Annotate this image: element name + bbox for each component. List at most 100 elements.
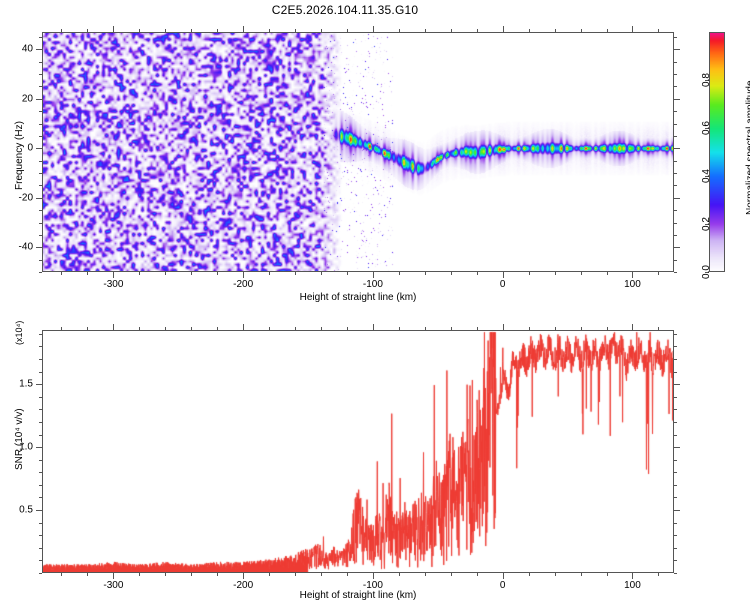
tick-minor-y (39, 272, 42, 273)
tick-major-x (372, 26, 374, 32)
tick-minor-x (165, 272, 167, 275)
tick-major-y (36, 447, 42, 449)
tick-major-y (674, 148, 680, 150)
tick-minor-y (674, 61, 677, 63)
tick-minor-y (674, 210, 677, 212)
colorbar-tick-label: 0.8 (701, 73, 712, 87)
tick-minor-y (39, 61, 42, 63)
tick-major-y (674, 247, 680, 249)
tick-minor-y (674, 472, 677, 474)
tick-minor-y (39, 135, 42, 137)
snr-exponent-label: (x10⁴) (14, 320, 24, 345)
tick-minor-y (39, 547, 42, 549)
spectrogram-xaxis-title: Height of straight line (km) (299, 292, 417, 303)
tick-minor-y (674, 346, 677, 348)
tick-minor-y (674, 36, 677, 38)
tick-minor-y (39, 371, 42, 373)
tick-minor-y (39, 86, 42, 88)
tick-major-x (113, 272, 115, 278)
tick-major-x (502, 26, 504, 32)
colorbar-tick-label: 0.0 (701, 265, 712, 279)
ytick-label: 20 (21, 93, 33, 105)
tick-minor-y (674, 358, 677, 360)
tick-minor-y (674, 396, 677, 398)
tick-minor-x (346, 327, 348, 330)
colorbar-tick-label: 0.6 (701, 121, 712, 135)
tick-minor-x (139, 272, 141, 275)
tick-minor-x (398, 272, 400, 275)
tick-minor-x (87, 573, 89, 576)
spectrogram-yaxis-title: Frequency (Hz) (14, 121, 25, 190)
tick-minor-y (674, 434, 677, 436)
tick-minor-x (139, 29, 141, 32)
tick-minor-x (450, 327, 452, 330)
spectrogram-plot-area (43, 33, 673, 271)
tick-minor-x (321, 29, 322, 32)
tick-minor-y (39, 573, 42, 574)
xtick-label: -300 (103, 580, 124, 591)
tick-minor-x (87, 29, 89, 32)
tick-minor-x (398, 29, 400, 32)
tick-major-x (243, 26, 245, 32)
tick-minor-y (674, 573, 677, 574)
tick-major-y (36, 384, 42, 386)
colorbar-tick (705, 80, 709, 81)
tick-minor-y (674, 333, 677, 335)
tick-minor-y (674, 234, 677, 236)
tick-minor-x (139, 327, 141, 330)
tick-minor-y (39, 210, 42, 212)
tick-minor-x (606, 29, 608, 32)
tick-minor-y (674, 421, 677, 423)
tick-minor-y (674, 560, 677, 562)
tick-minor-y (674, 185, 677, 187)
tick-major-x (243, 573, 245, 579)
tick-minor-x (139, 573, 141, 576)
tick-minor-x (346, 29, 348, 32)
tick-minor-x (165, 29, 167, 32)
tick-minor-x (450, 29, 452, 32)
tick-minor-x (269, 29, 271, 32)
tick-major-y (36, 247, 42, 249)
tick-minor-x (450, 573, 452, 576)
tick-minor-y (39, 522, 42, 524)
tick-major-x (113, 573, 115, 579)
tick-major-x (243, 272, 245, 278)
tick-major-x (372, 324, 374, 330)
tick-minor-x (191, 573, 193, 576)
colorbar-title: Normalized spectral amplitude (745, 80, 750, 215)
tick-minor-x (269, 573, 271, 576)
tick-minor-x (580, 573, 582, 576)
tick-minor-y (39, 173, 42, 175)
xtick-label: -100 (362, 279, 383, 290)
tick-minor-x (295, 573, 297, 576)
tick-minor-y (39, 222, 42, 224)
tick-minor-y (674, 409, 677, 411)
snr-yaxis-title: SNR (10⁴ v/v) (14, 408, 25, 470)
tick-minor-y (39, 185, 42, 187)
tick-minor-y (39, 421, 42, 423)
colorbar-tick-label: 0.4 (701, 169, 712, 183)
tick-major-y (674, 197, 680, 199)
tick-major-y (36, 49, 42, 51)
tick-minor-x (606, 272, 608, 275)
tick-minor-x (476, 327, 478, 330)
tick-minor-y (674, 547, 677, 549)
tick-minor-x (424, 29, 426, 32)
tick-minor-x (61, 327, 63, 330)
tick-minor-x (528, 573, 530, 576)
figure-title: C2E5.2026.104.11.35.G10 (271, 3, 419, 17)
tick-minor-x (346, 573, 348, 576)
tick-major-y (674, 49, 680, 51)
tick-major-x (632, 272, 634, 278)
tick-minor-x (476, 573, 478, 576)
tick-major-y (36, 98, 42, 100)
tick-major-x (113, 324, 115, 330)
tick-minor-x (269, 327, 271, 330)
xtick-label: -200 (233, 279, 254, 290)
tick-minor-x (191, 327, 193, 330)
tick-minor-x (346, 272, 348, 275)
tick-minor-y (39, 497, 42, 499)
ytick-label: -20 (18, 192, 33, 204)
tick-minor-y (39, 358, 42, 360)
tick-minor-x (217, 29, 219, 32)
